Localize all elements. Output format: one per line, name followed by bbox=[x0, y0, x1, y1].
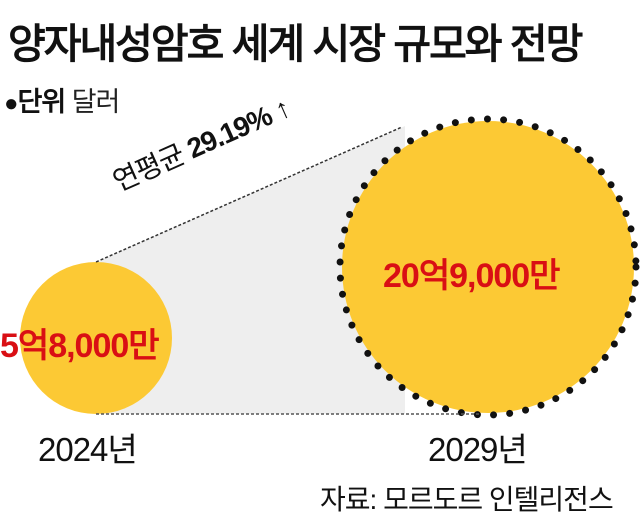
unit-value: 달러 bbox=[71, 87, 121, 117]
bubble-2024 bbox=[20, 262, 172, 414]
growth-connector bbox=[96, 126, 405, 414]
value-2024: 5억8,000만 bbox=[0, 327, 160, 365]
year-label-2029: 2029년 bbox=[428, 431, 528, 468]
value-2029: 20억9,000만 bbox=[383, 257, 560, 295]
bubble-2029-dotted-border bbox=[336, 115, 640, 419]
top-dashed-line bbox=[95, 126, 403, 263]
year-label-2024: 2024년 bbox=[38, 431, 138, 468]
source-note: 자료: 모르도르 인텔리전스 bbox=[320, 484, 614, 515]
unit-note: ●단위 달러 bbox=[4, 80, 121, 119]
unit-label: 단위 bbox=[17, 87, 67, 117]
chart-title: 양자내성암호 세계 시장 규모와 전망 bbox=[8, 21, 583, 67]
bullet-icon: ● bbox=[4, 90, 18, 117]
bubble-2029 bbox=[342, 121, 634, 413]
